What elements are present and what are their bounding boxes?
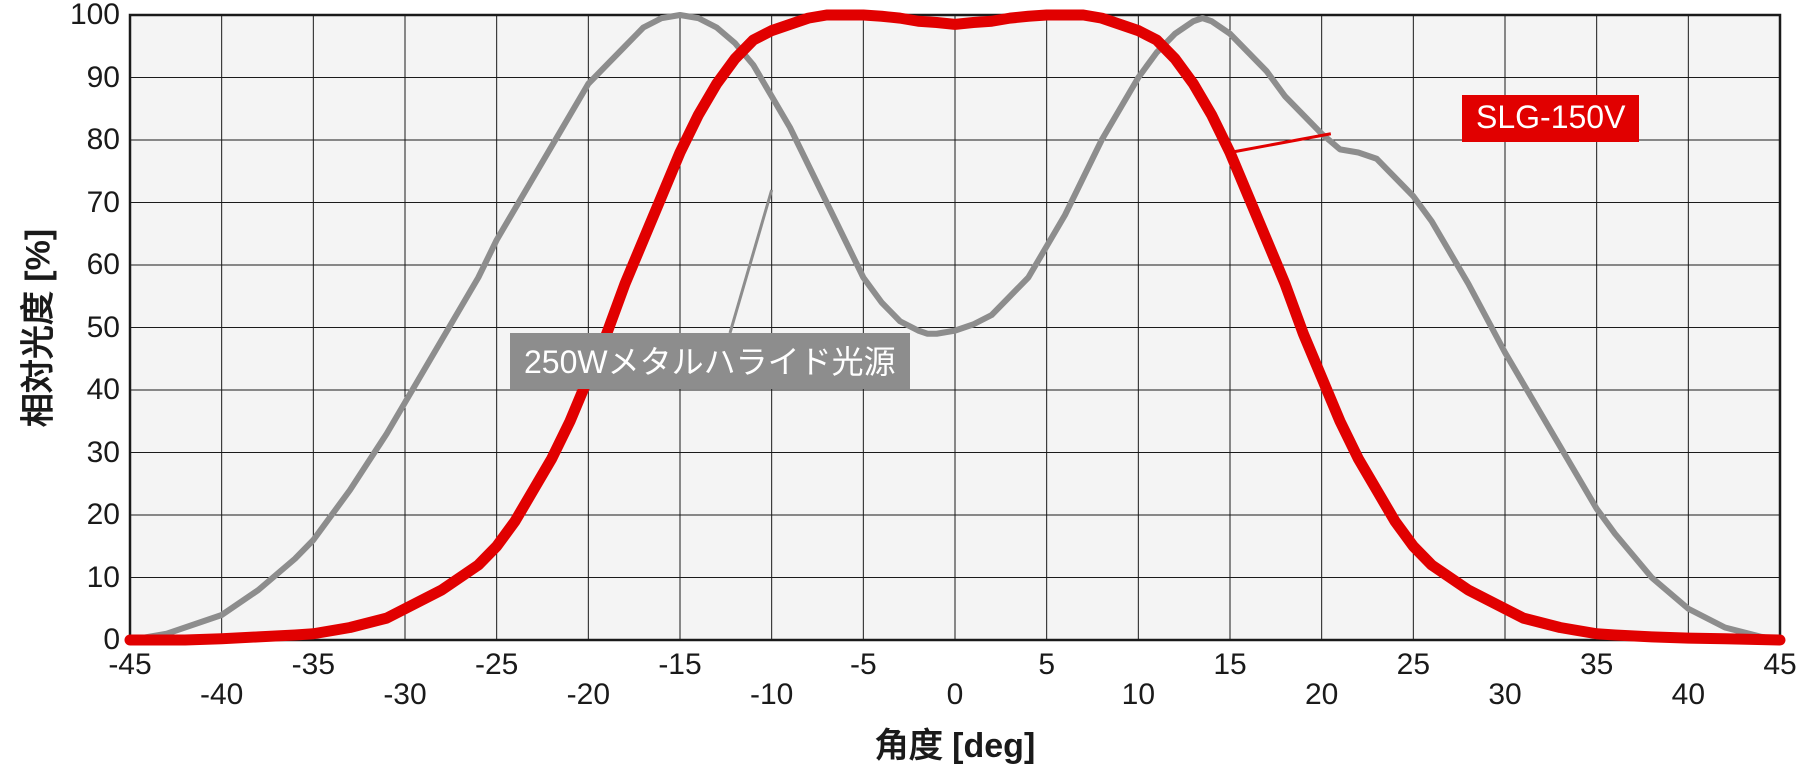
y-tick-label: 30: [87, 436, 120, 470]
x-tick-label: -35: [292, 648, 335, 682]
x-tick-label: 0: [947, 678, 964, 712]
y-tick-label: 80: [87, 123, 120, 157]
x-tick-label: -20: [567, 678, 610, 712]
x-tick-label: -25: [475, 648, 518, 682]
y-tick-label: 60: [87, 248, 120, 282]
y-axis-title: 相対光度 [%]: [11, 228, 60, 426]
y-tick-label: 100: [70, 0, 120, 32]
x-tick-label: 5: [1038, 648, 1055, 682]
series-label-metal-halide: 250Wメタルハライド光源: [510, 333, 910, 389]
x-tick-label: 35: [1580, 648, 1613, 682]
series-label-slg150v: SLG-150V: [1462, 95, 1639, 142]
x-tick-label: 10: [1122, 678, 1155, 712]
x-tick-label: -5: [850, 648, 877, 682]
x-tick-label: -30: [383, 678, 426, 712]
x-tick-label: -10: [750, 678, 793, 712]
y-tick-label: 10: [87, 561, 120, 595]
x-tick-label: 30: [1488, 678, 1521, 712]
x-tick-label: 25: [1397, 648, 1430, 682]
x-tick-label: 15: [1213, 648, 1246, 682]
x-axis-title: 角度 [deg]: [875, 718, 1036, 767]
x-tick-label: 20: [1305, 678, 1338, 712]
x-tick-label: 40: [1672, 678, 1705, 712]
y-tick-label: 70: [87, 186, 120, 220]
y-tick-label: 40: [87, 373, 120, 407]
y-tick-label: 50: [87, 311, 120, 345]
y-tick-label: 20: [87, 498, 120, 532]
x-tick-label: -40: [200, 678, 243, 712]
y-tick-label: 90: [87, 61, 120, 95]
chart-container: 相対光度 [%] 角度 [deg] 0 10 20 30 40 50 60 70 80 90 100…: [0, 0, 1800, 768]
x-tick-label: 45: [1763, 648, 1796, 682]
x-tick-label: -15: [658, 648, 701, 682]
x-tick-label: -45: [108, 648, 151, 682]
